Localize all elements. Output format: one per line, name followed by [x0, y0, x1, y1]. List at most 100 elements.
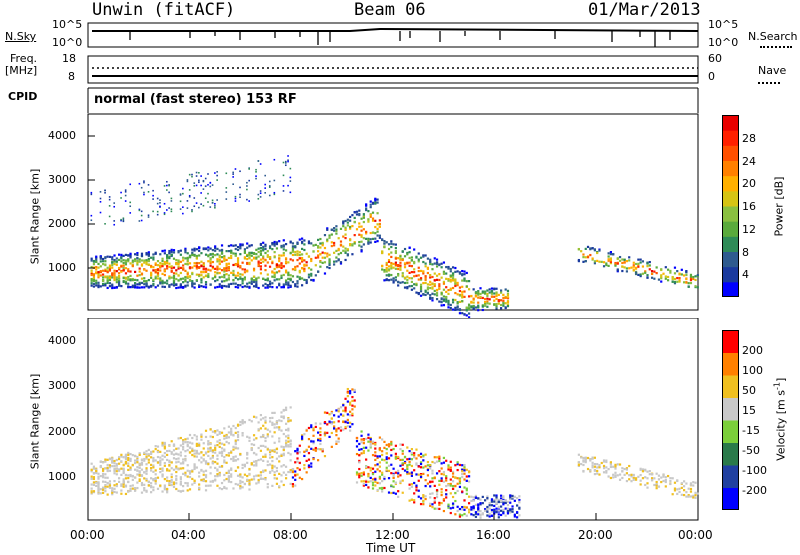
velocity-cell	[326, 432, 328, 434]
velocity-cell	[191, 470, 193, 472]
power-cell	[413, 262, 415, 264]
velocity-cell	[139, 454, 141, 456]
velocity-cell	[196, 466, 198, 468]
power-cell	[237, 257, 239, 259]
velocity-cell	[150, 491, 152, 493]
velocity-cell	[310, 465, 312, 467]
power-cell	[399, 264, 401, 266]
power-cell	[223, 280, 225, 282]
velocity-cell	[132, 454, 134, 456]
power-cell	[340, 240, 342, 242]
power-cell	[184, 270, 186, 272]
velocity-cell	[379, 461, 381, 463]
power-cell	[649, 261, 651, 263]
power-cell	[91, 259, 93, 261]
velocity-cell	[120, 454, 122, 456]
velocity-cell	[411, 452, 413, 454]
power-cell	[502, 297, 504, 299]
velocity-cell	[457, 463, 459, 465]
power-cell	[434, 257, 436, 259]
velocity-cell	[418, 474, 420, 476]
power-cell	[232, 252, 234, 254]
power-cell	[111, 258, 113, 260]
velocity-cell	[180, 462, 182, 464]
velocity-cell	[651, 477, 653, 479]
power-cell	[402, 259, 404, 261]
velocity-cell	[381, 474, 383, 476]
power-cell	[310, 258, 312, 260]
power-cell	[109, 277, 111, 279]
power-cell	[285, 162, 287, 164]
power-cell	[161, 265, 163, 267]
velocity-cell	[328, 436, 330, 438]
velocity-cell	[102, 461, 104, 463]
velocity-cell	[372, 484, 374, 486]
power-cell	[104, 223, 106, 225]
velocity-cell	[187, 482, 189, 484]
velocity-cell	[676, 488, 678, 490]
power-cell	[443, 304, 445, 306]
power-cell	[608, 265, 610, 267]
power-cell	[180, 272, 182, 274]
velocity-cell	[248, 479, 250, 481]
velocity-cell	[381, 459, 383, 461]
power-cell	[271, 248, 273, 250]
power-cell	[111, 272, 113, 274]
power-cell	[461, 300, 463, 302]
power-cell	[180, 267, 182, 269]
power-cell	[363, 213, 365, 215]
power-cell	[129, 255, 131, 257]
power-cell	[406, 279, 408, 281]
velocity-cell	[363, 473, 365, 475]
power-cell	[168, 185, 170, 187]
power-cell	[150, 274, 152, 276]
power-cell	[425, 275, 427, 277]
power-cell	[191, 174, 193, 176]
power-cell	[152, 190, 154, 192]
power-cell	[161, 286, 163, 288]
power-cell	[491, 290, 493, 292]
velocity-cell	[118, 477, 120, 479]
power-cell	[317, 239, 319, 241]
power-cell	[262, 284, 264, 286]
velocity-cell	[324, 455, 326, 457]
velocity-cell	[123, 478, 125, 480]
power-cell	[193, 286, 195, 288]
power-cell	[459, 294, 461, 296]
velocity-cell	[180, 467, 182, 469]
velocity-cell	[669, 480, 671, 482]
velocity-colorbar-label: Velocity [m s-1]	[773, 359, 788, 479]
power-cell	[390, 262, 392, 264]
power-cell	[207, 269, 209, 271]
velocity-cell	[672, 493, 674, 495]
velocity-cell	[127, 454, 129, 456]
power-cell	[662, 273, 664, 275]
velocity-cell	[198, 475, 200, 477]
power-cell	[399, 269, 401, 271]
velocity-cell	[452, 485, 454, 487]
velocity-ytick-3000: 3000	[48, 379, 76, 392]
velocity-cell	[443, 498, 445, 500]
velocity-cell	[312, 449, 314, 451]
power-cell	[342, 250, 344, 252]
power-cell	[198, 246, 200, 248]
velocity-cell	[450, 469, 452, 471]
power-cell	[498, 303, 500, 305]
freq-panel-frame	[88, 56, 698, 83]
power-cell	[157, 214, 159, 216]
velocity-cell	[370, 477, 372, 479]
power-cell	[248, 252, 250, 254]
power-cell	[258, 260, 260, 262]
power-cell	[118, 284, 120, 286]
power-cell	[262, 278, 264, 280]
power-cell	[232, 183, 234, 185]
power-cell	[466, 272, 468, 274]
velocity-cell	[209, 472, 211, 474]
power-cell	[145, 285, 147, 287]
power-cell	[379, 235, 381, 237]
velocity-cell	[338, 427, 340, 429]
velocity-cell	[688, 488, 690, 490]
power-cell	[143, 182, 145, 184]
power-cell	[637, 263, 639, 265]
power-cell	[141, 253, 143, 255]
